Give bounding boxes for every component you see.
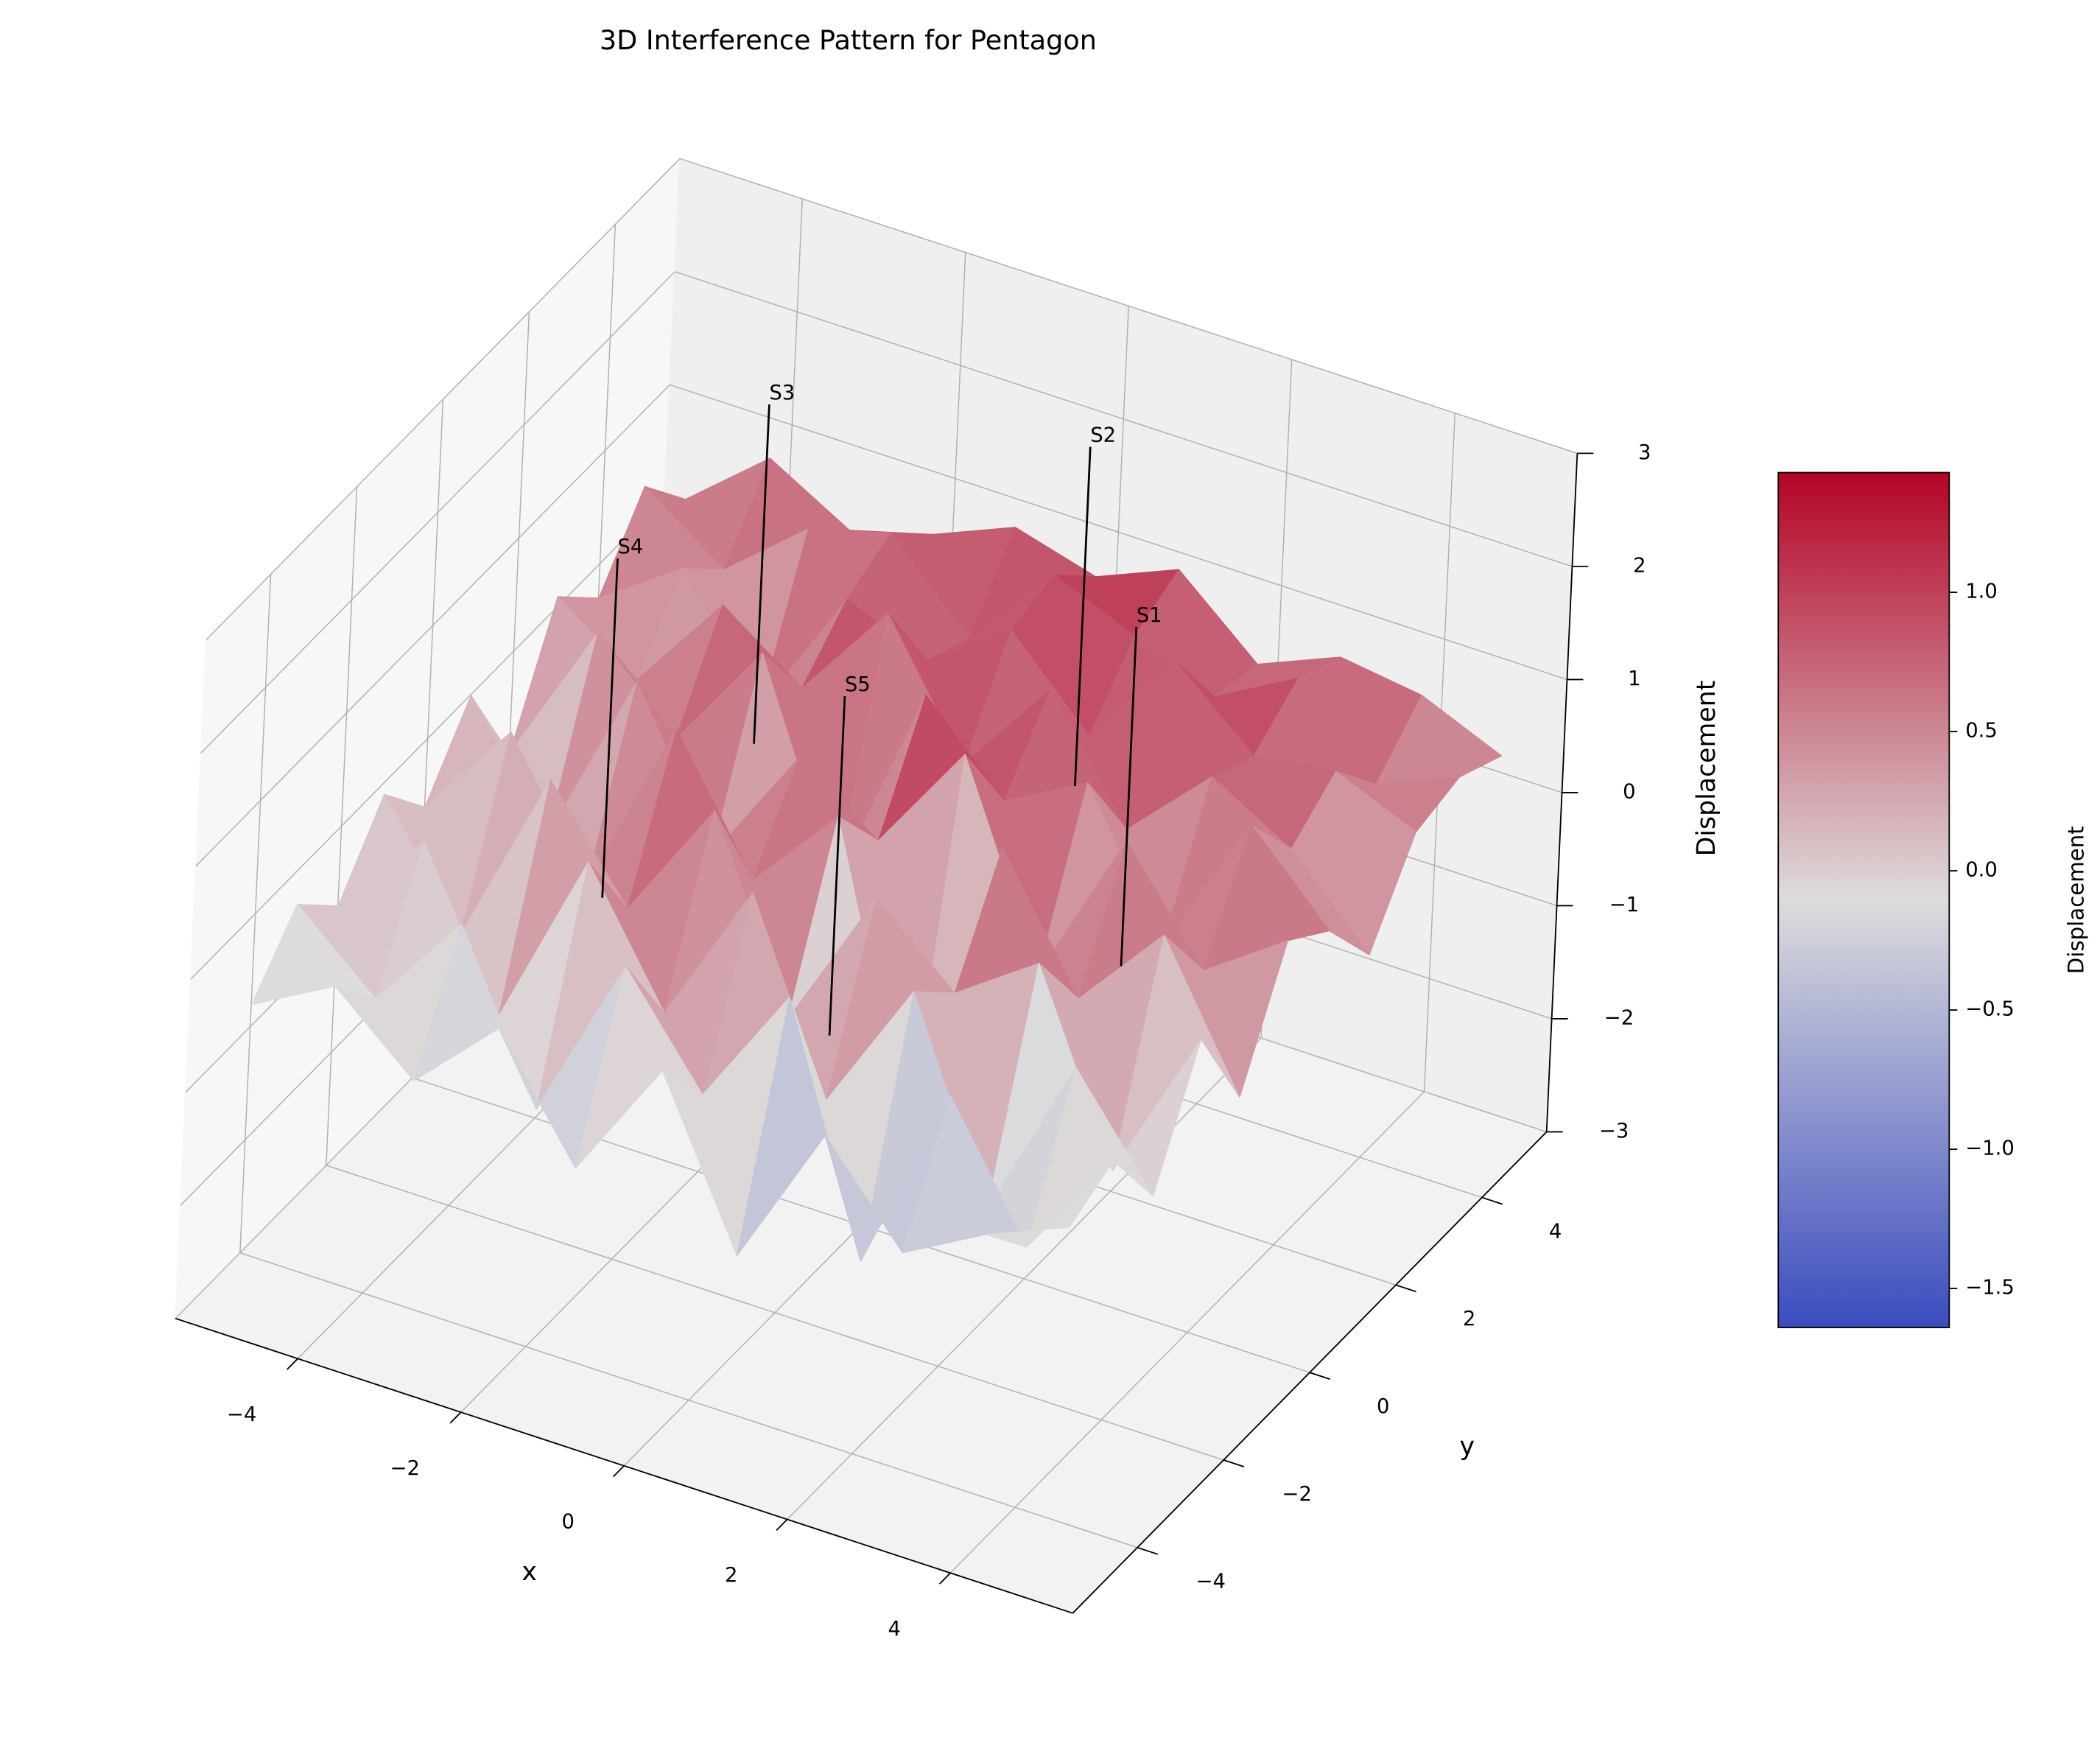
x-tick-label: 4 <box>888 1618 901 1641</box>
source-label: S5 <box>845 673 871 696</box>
grid-line <box>326 1165 1224 1461</box>
colorbar-tick-label: −1.0 <box>1965 1137 2015 1160</box>
source-label: S4 <box>618 536 644 558</box>
tick-mark <box>612 1465 625 1478</box>
grid-line <box>674 271 1573 567</box>
z-tick-label: 1 <box>1628 667 1640 690</box>
y-tick-label: 4 <box>1549 1220 1562 1243</box>
z-tick-label: −3 <box>1599 1120 1629 1143</box>
chart-title: 3D Interference Pattern for Pentagon <box>600 24 1097 56</box>
tick-mark <box>938 1572 951 1585</box>
grid-line <box>239 1252 1138 1548</box>
y-tick-label: −2 <box>1282 1483 1312 1506</box>
y-tick-label: 0 <box>1377 1395 1389 1418</box>
x-tick-label: 2 <box>725 1564 737 1587</box>
source-label: S1 <box>1137 604 1162 627</box>
colorbar <box>1777 471 1950 1328</box>
tick-mark <box>1137 1546 1159 1555</box>
source-line <box>601 558 619 898</box>
colorbar-tick-label: −1.5 <box>1965 1277 2015 1299</box>
source-label: S2 <box>1090 424 1116 446</box>
grid-line <box>190 497 665 980</box>
x-tick-label: −2 <box>390 1457 420 1480</box>
tick-mark <box>449 1411 462 1424</box>
source-label: S3 <box>769 382 795 404</box>
z-axis-label: Displacement <box>1692 681 1721 857</box>
tick-mark <box>1309 1372 1331 1381</box>
grid-line <box>669 384 1567 681</box>
source-line <box>828 696 846 1036</box>
tick-mark <box>776 1518 788 1532</box>
x-tick-label: 0 <box>562 1511 575 1534</box>
tick-mark <box>1223 1459 1245 1467</box>
source-line <box>753 404 770 744</box>
tick-mark <box>286 1358 298 1370</box>
colorbar-label: Displacement <box>2063 826 2088 974</box>
colorbar-tick-label: 0.0 <box>1965 859 1998 882</box>
z-tick-label: 3 <box>1638 441 1651 464</box>
y-tick-label: 2 <box>1463 1308 1475 1330</box>
x-tick-label: −4 <box>227 1403 256 1426</box>
source-line <box>1074 446 1092 787</box>
x-axis-label: x <box>522 1557 537 1587</box>
z-tick-label: −2 <box>1604 1006 1634 1029</box>
y-axis-label: y <box>1460 1432 1475 1462</box>
colorbar-tick-label: −0.5 <box>1965 998 2015 1021</box>
colorbar-tick-label: 0.5 <box>1965 720 1998 743</box>
z-tick-label: 2 <box>1633 554 1646 577</box>
colorbar-tick-label: 1.0 <box>1965 580 1998 603</box>
y-tick-label: −4 <box>1196 1571 1226 1593</box>
z-tick-label: 0 <box>1623 780 1635 803</box>
z-tick-label: −1 <box>1609 894 1639 916</box>
grid-line <box>206 158 681 641</box>
tick-mark <box>1395 1284 1416 1293</box>
grid-line <box>195 384 670 867</box>
axis-line <box>1072 1131 1548 1614</box>
grid-line <box>200 271 675 754</box>
tick-mark <box>1481 1196 1503 1205</box>
surface-patch <box>986 1160 1114 1248</box>
grid-line <box>679 158 1578 455</box>
source-line <box>1120 627 1138 967</box>
